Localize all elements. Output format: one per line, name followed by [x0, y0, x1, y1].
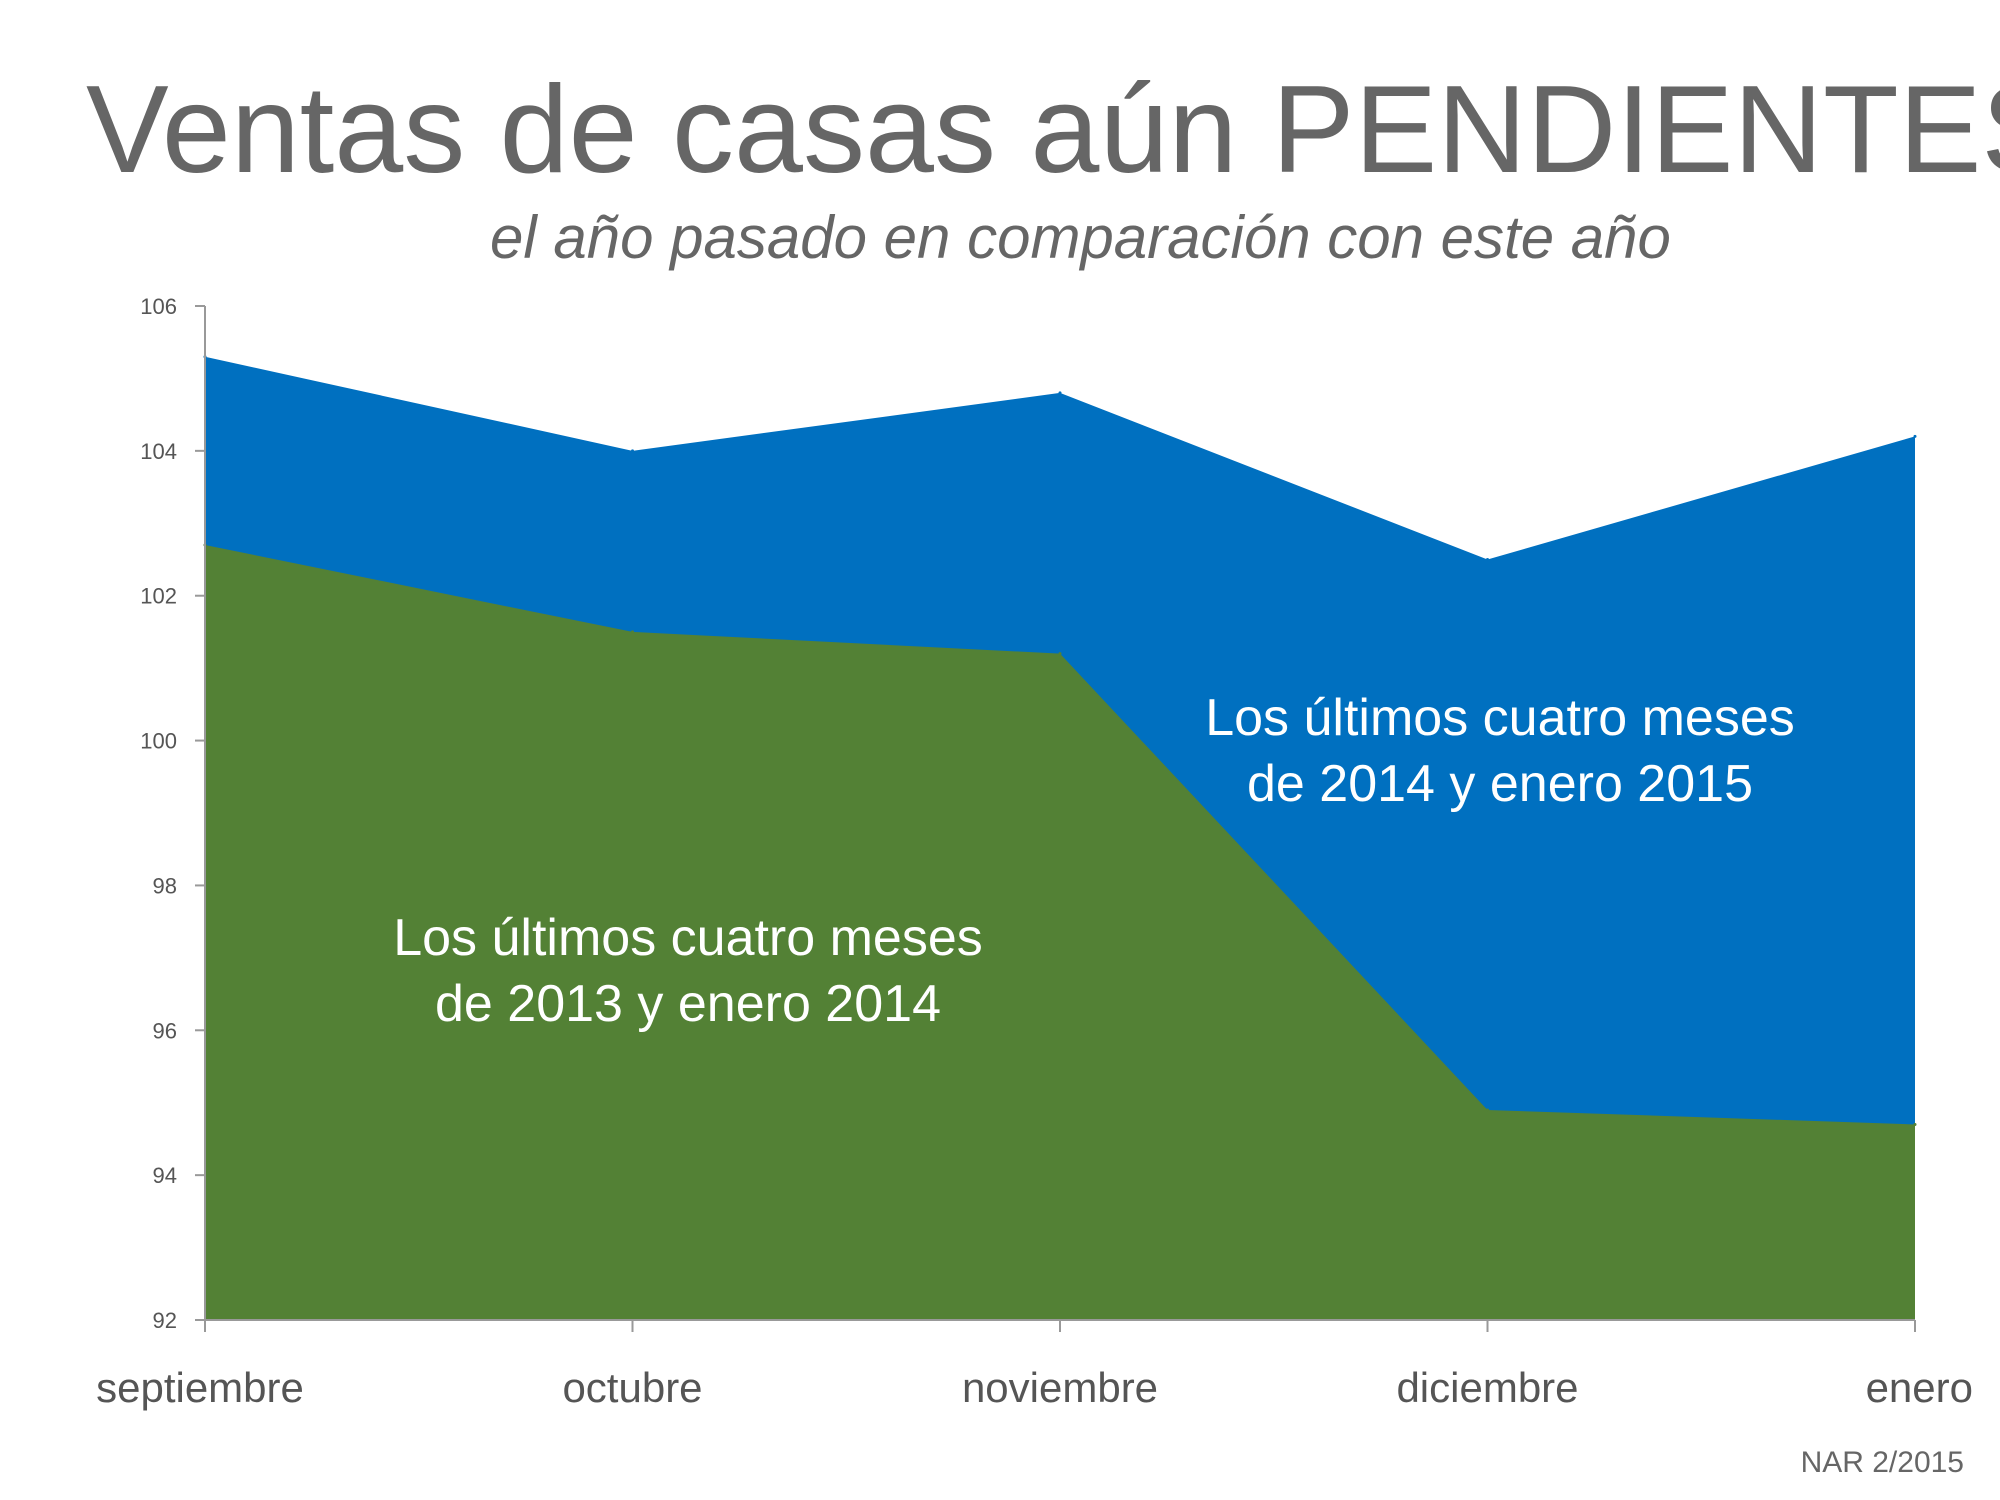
chart-title: Ventas de casas aún PENDIENTES: [86, 61, 2000, 199]
series-label-1-line-0: Los últimos cuatro meses: [393, 909, 983, 967]
series-area-1: [205, 545, 1915, 1320]
series-label-0-line-0: Los últimos cuatro meses: [1205, 689, 1795, 747]
series-0-point-2: [1058, 391, 1062, 395]
series-1-point-3: [1486, 1108, 1489, 1112]
series-0-point-3: [1486, 558, 1489, 561]
y-tick-label-1: 94: [153, 1163, 177, 1188]
series-label-0-line-1: de 2014 y enero 2015: [1247, 755, 1753, 813]
series-1-point-4: [1913, 1122, 1917, 1126]
y-tick-label-5: 102: [140, 584, 177, 609]
y-tick-label-2: 96: [153, 1018, 177, 1043]
series-0-point-4: [1913, 434, 1917, 438]
y-tick-label-0: 92: [153, 1308, 177, 1333]
series-label-1-line-1: de 2013 y enero 2014: [435, 975, 941, 1033]
series-1-point-2: [1058, 652, 1062, 656]
source-note: NAR 2/2015: [1800, 1446, 1964, 1479]
y-tick-label-7: 106: [140, 294, 177, 319]
y-tick-label-6: 104: [140, 439, 177, 464]
x-tick-label-2: noviembre: [962, 1364, 1158, 1411]
series-label-0: Los últimos cuatro meses de 2014 y enero …: [1205, 689, 1795, 813]
x-tick-label-1: octubre: [562, 1364, 702, 1411]
series-1-point-1: [631, 630, 634, 634]
chart-subtitle: el año pasado en comparación con este añ…: [490, 204, 1671, 271]
x-tick-label-0: septiembre: [96, 1364, 304, 1411]
y-tick-label-4: 100: [140, 729, 177, 754]
x-tick-label-3: diciembre: [1396, 1364, 1578, 1411]
y-tick-label-3: 98: [153, 873, 177, 898]
series-label-1: Los últimos cuatro meses de 2013 y enero …: [393, 909, 983, 1033]
series-0-point-1: [631, 449, 634, 453]
x-tick-label-4: enero: [1866, 1364, 1973, 1411]
